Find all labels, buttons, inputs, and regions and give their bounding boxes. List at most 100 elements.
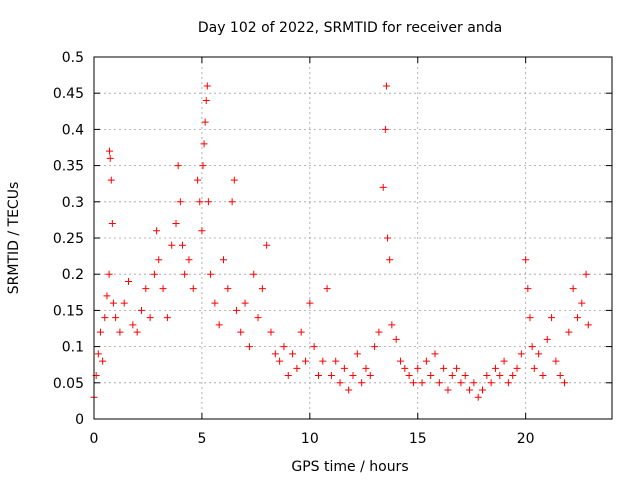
y-tick-label: 0 [75,412,84,428]
data-point [241,299,249,307]
data-point [375,328,383,336]
data-point [382,82,390,90]
data-point [258,285,266,293]
data-point [133,328,141,336]
data-point [202,96,210,104]
data-point [509,372,517,380]
data-point [204,198,212,206]
data-point [332,357,340,365]
data-point [474,393,482,401]
data-point [573,314,581,322]
data-point [155,256,163,264]
data-point [526,314,534,322]
data-point [440,364,448,372]
data-point [386,256,394,264]
data-point [319,357,327,365]
data-point [230,176,238,184]
data-point [565,328,573,336]
data-point [198,227,206,235]
data-point [336,379,344,387]
grid-lines [94,57,612,419]
data-point [105,270,113,278]
data-point [483,372,491,380]
data-point [201,118,209,126]
data-point [310,343,318,351]
data-point [107,176,115,184]
data-point [349,372,357,380]
data-point [142,285,150,293]
data-point [297,328,305,336]
data-point [176,198,184,206]
data-point [414,364,422,372]
data-point [528,343,536,351]
data-point [522,256,530,264]
x-tick-label: 20 [517,431,535,447]
data-point [530,364,538,372]
data-point [120,299,128,307]
y-tick-label: 0.4 [62,122,84,138]
data-point [116,328,124,336]
data-point [569,285,577,293]
data-point [146,314,154,322]
data-point [211,299,219,307]
data-point [153,227,161,235]
y-tick-label: 0.05 [53,376,84,392]
y-tick-label: 0.35 [53,159,84,175]
data-point [284,372,292,380]
data-point [353,350,361,358]
data-point [196,198,204,206]
data-point [245,343,253,351]
data-point [491,364,499,372]
x-axis-title: GPS time / hours [291,459,408,475]
data-point [362,364,370,372]
data-point [168,241,176,249]
axis-ticks: 0 0.05 0.1 0.15 0.2 0.25 0.3 0.35 0.4 0.45 0.5 0 5 10… [53,50,612,447]
data-point [106,147,114,155]
data-point [584,321,592,329]
data-point [220,256,227,264]
data-point [539,372,547,380]
data-point [109,299,117,307]
data-point [401,364,409,372]
data-point [444,386,452,394]
x-tick-label: 5 [197,431,206,447]
y-tick-label: 0.25 [53,231,84,247]
data-point [172,220,180,228]
data-point [271,350,279,358]
data-point [112,314,120,322]
data-point [137,306,145,314]
data-point [384,234,392,242]
data-point [199,162,207,170]
data-point [302,357,310,365]
data-point [250,270,258,278]
data-point [174,162,182,170]
data-point [163,314,171,322]
data-point [276,357,284,365]
data-point [435,379,443,387]
data-point [108,220,116,228]
data-point [418,379,426,387]
data-point [396,357,404,365]
data-point [178,241,186,249]
data-point [200,140,208,148]
data-point [524,285,532,293]
data-point [194,176,202,184]
data-point [358,379,366,387]
data-point [548,314,556,322]
data-point [409,379,417,387]
y-axis-title: SRMTID / TECUs [6,182,22,295]
data-point [96,328,104,336]
data-point [379,183,387,191]
data-point [181,270,189,278]
data-point [232,306,240,314]
data-point [129,321,137,329]
x-tick-label: 15 [409,431,427,447]
data-point [470,379,478,387]
data-point [461,372,469,380]
data-point [293,364,301,372]
data-point [103,292,111,300]
x-tick-label: 10 [301,431,319,447]
data-point [427,372,435,380]
data-point [496,372,504,380]
